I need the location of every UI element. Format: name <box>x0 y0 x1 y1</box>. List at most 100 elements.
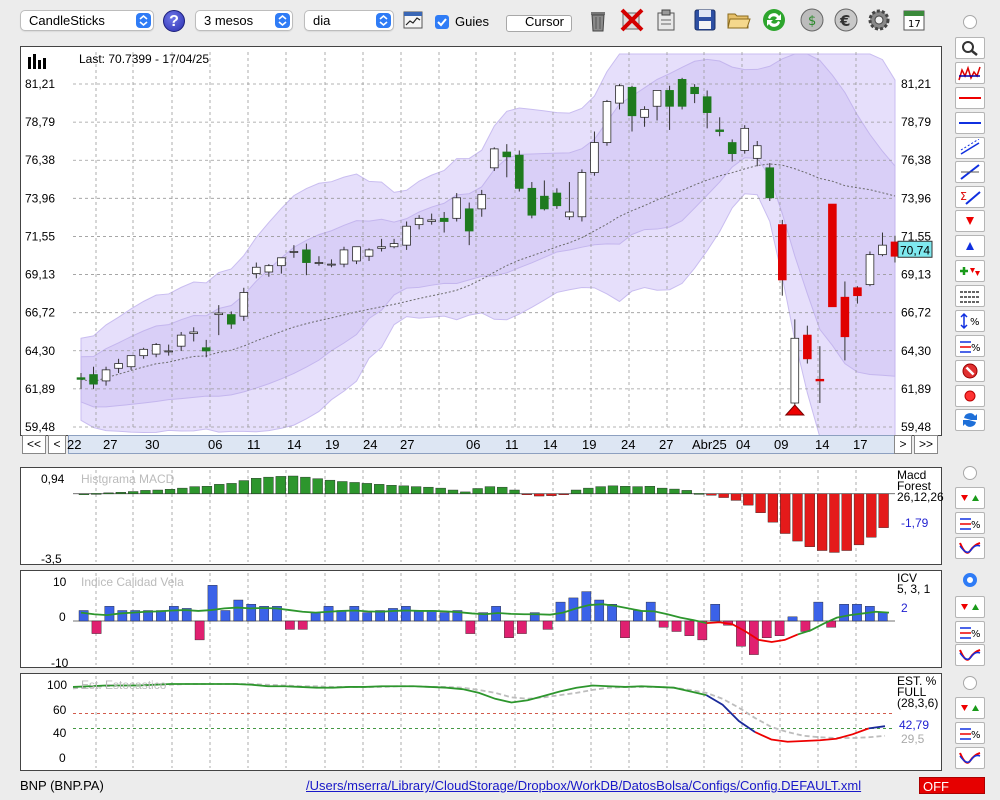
main-chart-radio[interactable] <box>963 15 977 29</box>
chart-indicator-icon <box>958 65 981 81</box>
lines-button[interactable] <box>955 285 985 307</box>
icv-bar <box>375 610 385 622</box>
off-status-badge[interactable]: OFF <box>919 777 985 794</box>
macd-bar <box>214 484 225 494</box>
macd-curve-button[interactable] <box>955 537 985 559</box>
record-button[interactable] <box>955 385 985 407</box>
channel-button[interactable] <box>955 137 985 159</box>
icv-bar <box>181 608 192 622</box>
date-label: 27 <box>659 437 674 452</box>
icv-bar <box>413 610 424 622</box>
candle-body <box>615 85 624 104</box>
horizontal-blue-line-icon <box>959 122 981 124</box>
percent-lines-icon: % <box>960 728 981 741</box>
red-line-button[interactable] <box>955 87 985 109</box>
moving-average-line <box>80 163 896 383</box>
candle-body <box>439 217 449 222</box>
trendline-button[interactable] <box>955 161 985 183</box>
candle-body <box>690 86 699 95</box>
y-tick-label-left: 64,30 <box>25 344 55 358</box>
icv-chart[interactable] <box>21 571 941 667</box>
y-tick-label-left: 59,48 <box>25 420 55 434</box>
bar-chart-icon[interactable] <box>27 53 49 69</box>
date-label: 19 <box>582 437 597 452</box>
stochastic-chart[interactable] <box>21 674 941 770</box>
icv-bar <box>401 606 411 622</box>
stoch-curve-button[interactable] <box>955 747 985 769</box>
stochastic-panel: Est. Estocastico 100 60 40 0 EST. % FULL… <box>20 673 942 771</box>
folder-open-icon[interactable] <box>726 7 752 33</box>
status-bar: BNP (BNP.PA) /Users/mserra/Library/Cloud… <box>0 776 1000 798</box>
macd-arrows-button[interactable] <box>955 487 985 509</box>
stoch-percent-button[interactable]: % <box>955 722 985 744</box>
macd-histogram-chart[interactable] <box>21 468 941 564</box>
percent-range-button[interactable]: % <box>955 310 985 332</box>
icv-bar <box>426 610 437 622</box>
trendline-icon <box>960 164 980 180</box>
save-icon[interactable] <box>692 7 718 33</box>
date-label: 24 <box>621 437 636 452</box>
prev-button[interactable]: < <box>48 435 66 454</box>
icv-curve-button[interactable] <box>955 644 985 666</box>
macd-bar <box>607 485 619 494</box>
stoch-k-recent <box>868 725 886 730</box>
gear-icon[interactable] <box>866 7 892 33</box>
cursor-checkbox[interactable] <box>506 15 572 32</box>
stoch-radio[interactable] <box>963 676 977 690</box>
calendar-icon[interactable]: 17 <box>901 7 927 33</box>
percent-lines-button[interactable]: % <box>955 335 985 357</box>
period-select[interactable]: 3 mesos <box>195 10 293 31</box>
macd-bar <box>878 493 889 528</box>
refresh-icon[interactable] <box>761 7 787 33</box>
euro-icon[interactable]: € <box>833 7 859 33</box>
sigma-button[interactable]: Σ <box>955 186 985 208</box>
currency-refresh-icon[interactable]: $ <box>799 7 825 33</box>
candle-body <box>878 244 887 256</box>
macd-radio[interactable] <box>963 466 977 480</box>
sync-button[interactable] <box>955 409 985 431</box>
icv-percent-button[interactable]: % <box>955 621 985 643</box>
macd-bar <box>570 489 582 494</box>
trash-icon[interactable] <box>585 7 611 33</box>
macd-bar <box>349 482 360 494</box>
macd-bar <box>115 492 126 494</box>
add-remove-button[interactable] <box>955 260 985 282</box>
arrow-up-button[interactable] <box>955 235 985 257</box>
zoom-button[interactable] <box>955 37 985 59</box>
candle-body <box>239 292 249 317</box>
indicator-button[interactable] <box>955 62 985 84</box>
delete-icon[interactable] <box>619 7 645 33</box>
svg-text:%: % <box>971 629 981 640</box>
chart-type-select[interactable]: CandleSticks <box>20 10 154 31</box>
next-button[interactable]: > <box>894 435 912 454</box>
main-chart-panel: 81,21 81,21 78,79 78,79 76,38 76,38 73,96 73,96… <box>20 46 942 436</box>
first-button[interactable]: << <box>22 435 46 454</box>
icv-radio[interactable] <box>963 573 977 587</box>
y-tick-label-left: 69,13 <box>25 268 55 282</box>
macd-y-bottom: -3,5 <box>41 552 62 566</box>
macd-percent-button[interactable]: % <box>955 512 985 534</box>
chart-window-icon[interactable] <box>403 11 423 29</box>
macd-bar <box>238 480 249 494</box>
help-icon[interactable]: ? <box>163 10 185 32</box>
candle-body <box>790 337 800 404</box>
last-button[interactable]: >> <box>914 435 938 454</box>
guides-checkbox[interactable] <box>435 15 449 29</box>
icv-bar <box>542 620 553 630</box>
candle-body <box>226 314 236 325</box>
macd-bar <box>423 486 434 494</box>
stoch-name-line2: FULL <box>897 685 927 699</box>
arrow-down-button[interactable] <box>955 210 985 232</box>
plus-arrow-icon <box>960 267 980 276</box>
interval-select[interactable]: dia <box>304 10 394 31</box>
clipboard-icon[interactable] <box>653 7 679 33</box>
y-tick-label-right: 78,79 <box>901 115 931 129</box>
inner-envelope-band <box>80 53 896 408</box>
config-path-link[interactable]: /Users/mserra/Library/CloudStorage/Dropb… <box>306 778 862 793</box>
icv-arrows-button[interactable] <box>955 596 985 618</box>
blue-line-button[interactable] <box>955 112 985 134</box>
stop-button[interactable] <box>955 360 985 382</box>
stoch-arrows-button[interactable] <box>955 697 985 719</box>
macd-bar <box>853 493 865 546</box>
candlestick-chart[interactable]: 81,21 81,21 78,79 78,79 76,38 76,38 73,96 73,96… <box>21 47 941 435</box>
